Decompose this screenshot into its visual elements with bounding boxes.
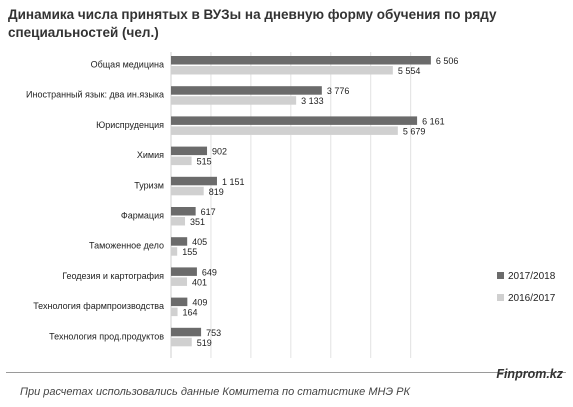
data-label: 5 679 [403,126,426,136]
bar [171,156,192,166]
bar [171,126,398,135]
category-label: Юриспруденция [96,120,164,130]
bar [171,56,431,65]
category-label: Технология прод.продуктов [49,331,164,341]
data-label: 5 554 [398,66,421,76]
data-label: 1 151 [222,177,245,187]
chart-bars [171,56,431,347]
data-label: 6 161 [422,116,445,126]
data-label: 6 506 [436,56,459,66]
bar [171,96,297,105]
chart-title: Динамика числа принятых в ВУЗы на дневну… [8,7,497,40]
category-label: Геодезия и картография [62,271,164,281]
legend-label: 2017/2018 [508,271,556,282]
chart-labels: Общая медицина 6 506 5 554 Иностранный язык… [26,56,458,348]
category-label: Иностранный язык: два ин.языка [26,90,164,100]
category-label: Общая медицина [91,60,164,70]
data-label: 405 [192,237,207,247]
bar [171,186,204,196]
category-label: Туризм [134,180,164,190]
data-label: 3 776 [327,86,350,96]
data-label: 515 [197,157,212,167]
data-label: 409 [192,298,207,308]
bar [171,337,192,347]
data-label: 819 [209,187,224,197]
source-note: При расчетах использовались данные Комит… [20,386,410,398]
bar [171,217,186,226]
data-label: 902 [212,147,227,157]
category-label: Технология фармпроизводства [33,301,164,311]
data-label: 3 133 [301,96,324,106]
legend-label: 2016/2017 [508,293,556,304]
category-label: Фармация [121,211,164,221]
data-label: 753 [206,328,221,338]
bar [171,146,208,156]
bar [171,176,217,186]
bar [171,277,188,286]
bar [171,237,188,246]
bar [171,116,418,125]
data-label: 649 [202,267,217,277]
category-label: Химия [137,150,164,160]
bar [171,267,197,276]
legend-swatch [497,294,504,301]
bar [171,247,178,256]
footer-divider [6,372,566,373]
bar-chart: Общая медицина 6 506 5 554 Иностранный язык… [26,52,556,358]
bar [171,86,322,95]
bar [171,66,393,75]
chart-legend: 2017/2018 2016/2017 [497,271,556,304]
bar [171,297,188,307]
data-label: 155 [182,247,197,257]
data-label: 164 [183,308,198,318]
data-label: 351 [190,217,205,227]
bar [171,327,202,337]
data-label: 401 [192,277,207,287]
category-label: Таможенное дело [89,241,164,251]
brand-logo-text: Finprom.kz [496,367,563,381]
data-label: 617 [201,207,216,217]
data-label: 519 [197,338,212,348]
bar [171,307,178,317]
legend-swatch [497,272,504,279]
bar [171,207,196,216]
